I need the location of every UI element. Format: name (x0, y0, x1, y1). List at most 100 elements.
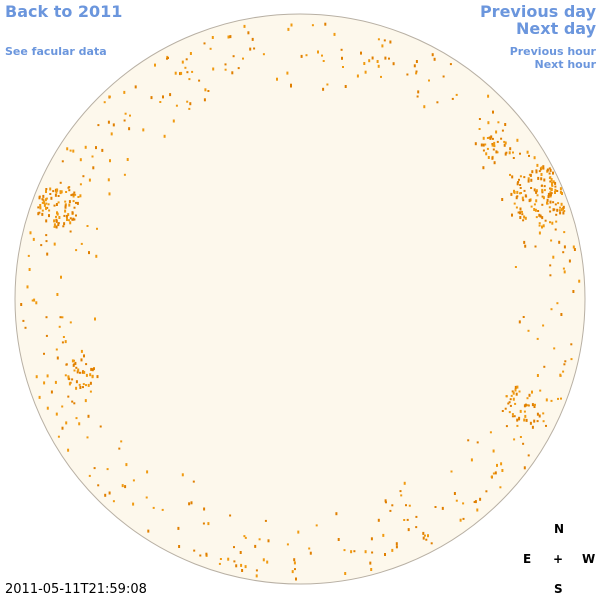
facula (431, 53, 434, 57)
facula (549, 168, 552, 172)
facula (129, 114, 131, 117)
facula (549, 221, 551, 224)
facula (487, 156, 490, 159)
facula (491, 156, 494, 160)
facula (67, 213, 70, 217)
facula (538, 170, 541, 173)
facula (533, 203, 536, 206)
facula (335, 512, 338, 516)
facula (72, 200, 75, 203)
facula (78, 383, 81, 386)
facula (184, 66, 187, 69)
facula (340, 48, 343, 51)
facula (486, 137, 489, 139)
facular-link[interactable]: See facular data (5, 45, 107, 58)
facula (87, 414, 90, 418)
facula (508, 411, 511, 414)
facula (559, 373, 562, 377)
facula (551, 183, 553, 186)
facula (350, 550, 353, 554)
facula (180, 71, 183, 75)
next-day-link[interactable]: Next day (516, 19, 596, 38)
facula (377, 64, 380, 68)
facula (69, 221, 72, 225)
facula (549, 194, 552, 197)
facula (518, 418, 520, 421)
facula (415, 72, 418, 75)
facula (522, 219, 525, 222)
facula (518, 416, 521, 420)
facula (286, 543, 289, 546)
facula (489, 137, 492, 140)
facula (50, 196, 53, 200)
facula (482, 149, 485, 152)
facula (264, 519, 267, 522)
facula (493, 141, 496, 145)
facula (38, 195, 41, 198)
facula (75, 214, 77, 217)
back-year-link[interactable]: Back to 2011 (5, 2, 123, 21)
facula (254, 544, 257, 548)
facula (536, 163, 539, 167)
facula (525, 418, 528, 422)
previous-hour-link[interactable]: Previous hour (509, 45, 596, 58)
facula (536, 374, 539, 377)
facula (371, 56, 374, 60)
facula (509, 173, 511, 176)
facula (541, 188, 544, 192)
facula (353, 550, 356, 553)
facula (526, 404, 529, 407)
facula (191, 70, 194, 73)
facula (294, 568, 296, 571)
facula (229, 514, 232, 517)
facula (64, 209, 67, 213)
facula (399, 490, 402, 493)
facula (558, 209, 561, 212)
facula (539, 214, 542, 218)
facula (537, 176, 540, 180)
next-hour-link[interactable]: Next hour (534, 58, 597, 71)
facula (59, 181, 62, 184)
facula (267, 539, 270, 543)
facula (57, 201, 60, 204)
previous-day-link[interactable]: Previous day (479, 2, 596, 21)
facula (523, 176, 526, 179)
facula (91, 368, 94, 372)
facula (528, 199, 531, 203)
facula (434, 506, 437, 508)
compass-center: + (553, 552, 564, 566)
facula (85, 373, 88, 377)
facula (207, 90, 210, 92)
facula (45, 334, 48, 337)
facula (551, 184, 554, 187)
facula (552, 255, 555, 259)
facula (563, 231, 566, 234)
facula (45, 202, 48, 205)
facula (108, 192, 111, 196)
facula (389, 40, 392, 44)
facula (43, 352, 45, 355)
facula (516, 190, 519, 194)
facula (377, 38, 380, 41)
facula (570, 343, 573, 346)
facula (504, 123, 507, 126)
facula (253, 47, 256, 50)
facula (38, 211, 41, 214)
facula (519, 216, 522, 219)
facula (40, 244, 43, 247)
facula (108, 491, 111, 495)
facula (262, 558, 265, 562)
facula (73, 369, 76, 372)
facula (512, 151, 514, 154)
facula (83, 354, 85, 358)
facula (147, 529, 150, 533)
facula (79, 371, 81, 374)
solar-disk (14, 13, 586, 585)
facula (510, 192, 513, 196)
facula (79, 194, 82, 198)
facula (146, 470, 149, 474)
facula (46, 252, 49, 256)
facula (377, 518, 380, 522)
facula (476, 508, 479, 512)
